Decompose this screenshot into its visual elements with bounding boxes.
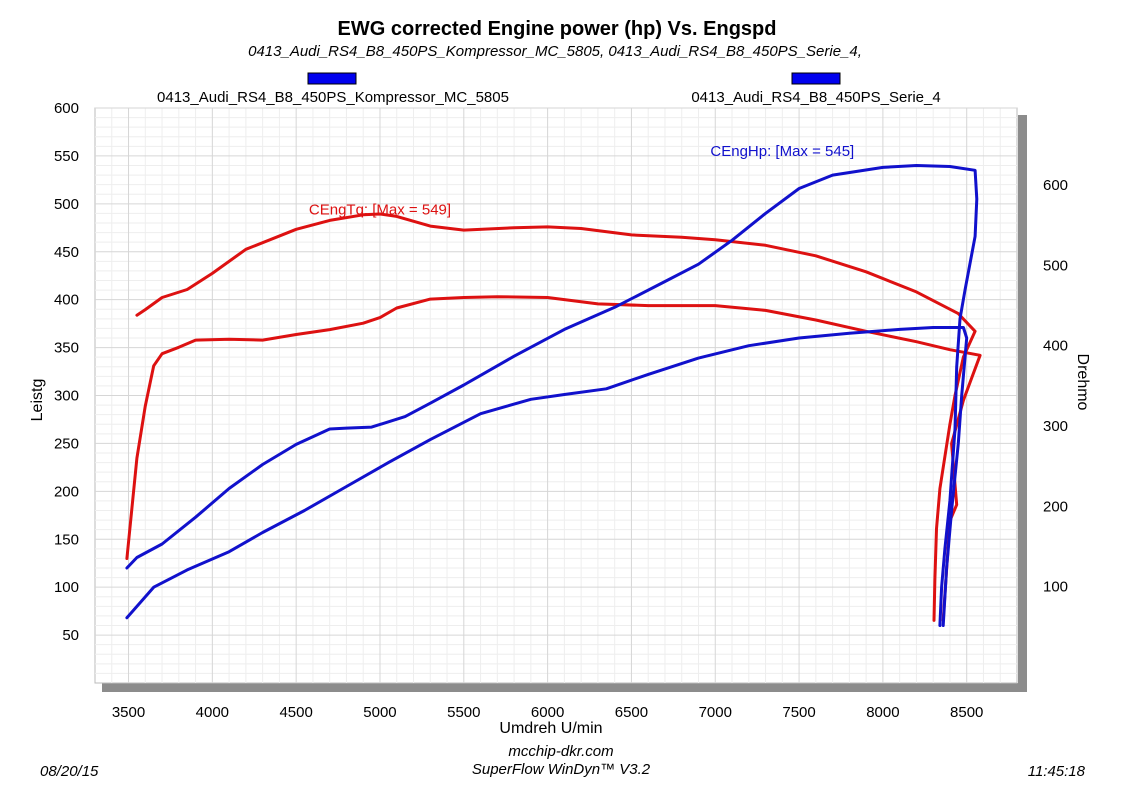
y-left-tick-label: 600 — [54, 100, 79, 117]
x-axis-label: Umdreh U/min — [499, 720, 602, 737]
x-tick-label: 4000 — [196, 704, 229, 721]
legend-label-1: 0413_Audi_RS4_B8_450PS_Kompressor_MC_580… — [157, 89, 509, 106]
series-group — [125, 164, 982, 627]
legend-label-2: 0413_Audi_RS4_B8_450PS_Serie_4 — [691, 89, 940, 106]
y-left-tick-label: 300 — [54, 388, 79, 405]
y-axis-label-left: Leistg — [29, 379, 46, 422]
y-right-tick-label: 600 — [1043, 177, 1068, 194]
annotation-1: CEngTq: [Max = 549] — [309, 201, 451, 218]
y-left-tick-label: 50 — [62, 627, 79, 644]
y-left-tick-label: 250 — [54, 435, 79, 452]
series-line-4 — [125, 326, 969, 627]
y-left-tick-label: 200 — [54, 483, 79, 500]
x-tick-label: 7000 — [699, 704, 732, 721]
footer-date: 08/20/15 — [40, 763, 99, 780]
y-axis-label-right: Drehmo — [1074, 354, 1091, 411]
footer-time: 11:45:18 — [1028, 763, 1086, 780]
y-left-tick-label: 450 — [54, 244, 79, 261]
y-left-tick-label: 100 — [54, 579, 79, 596]
grid — [95, 107, 1017, 683]
y-right-tick-label: 500 — [1043, 257, 1068, 274]
annotation-2: CEngHp: [Max = 545] — [710, 143, 854, 160]
y-left-tick-label: 550 — [54, 148, 79, 165]
y-left-tick-label: 350 — [54, 340, 79, 357]
y-left-tick-label: 400 — [54, 292, 79, 309]
x-tick-label: 8500 — [950, 704, 983, 721]
footer-software: SuperFlow WinDyn™ V3.2 — [472, 761, 651, 778]
footer-site: mcchip-dkr.com — [508, 743, 613, 760]
y-left-tick-label: 500 — [54, 196, 79, 213]
x-tick-label: 8000 — [866, 704, 899, 721]
y-left-tick-label: 150 — [54, 531, 79, 548]
chart-title: EWG corrected Engine power (hp) Vs. Engs… — [338, 18, 777, 40]
x-tick-label: 4500 — [279, 704, 312, 721]
annotations: CEngTq: [Max = 549] CEngHp: [Max = 545] — [309, 143, 854, 218]
legend-swatch-2 — [791, 72, 841, 85]
x-tick-label: 6000 — [531, 704, 564, 721]
plot-shadow-right — [1018, 115, 1027, 691]
y-right-tick-label: 100 — [1043, 579, 1068, 596]
y-right-tick-label: 400 — [1043, 338, 1068, 355]
x-tick-label: 7500 — [782, 704, 815, 721]
x-tick-label: 6500 — [615, 704, 648, 721]
x-tick-label: 5500 — [447, 704, 480, 721]
legend-swatch-1 — [307, 72, 357, 85]
x-tick-label: 5000 — [363, 704, 396, 721]
y-right-tick-label: 300 — [1043, 418, 1068, 435]
plot-shadow-bottom — [102, 683, 1027, 692]
chart-subtitle: 0413_Audi_RS4_B8_450PS_Kompressor_MC_580… — [248, 43, 862, 60]
series-line-2 — [125, 295, 982, 622]
axis-ticks: 3500 4000 4500 5000 5500 6000 6500 7000 7500 8000… — [54, 100, 1068, 721]
y-right-tick-label: 200 — [1043, 498, 1068, 515]
x-tick-label: 3500 — [112, 704, 145, 721]
